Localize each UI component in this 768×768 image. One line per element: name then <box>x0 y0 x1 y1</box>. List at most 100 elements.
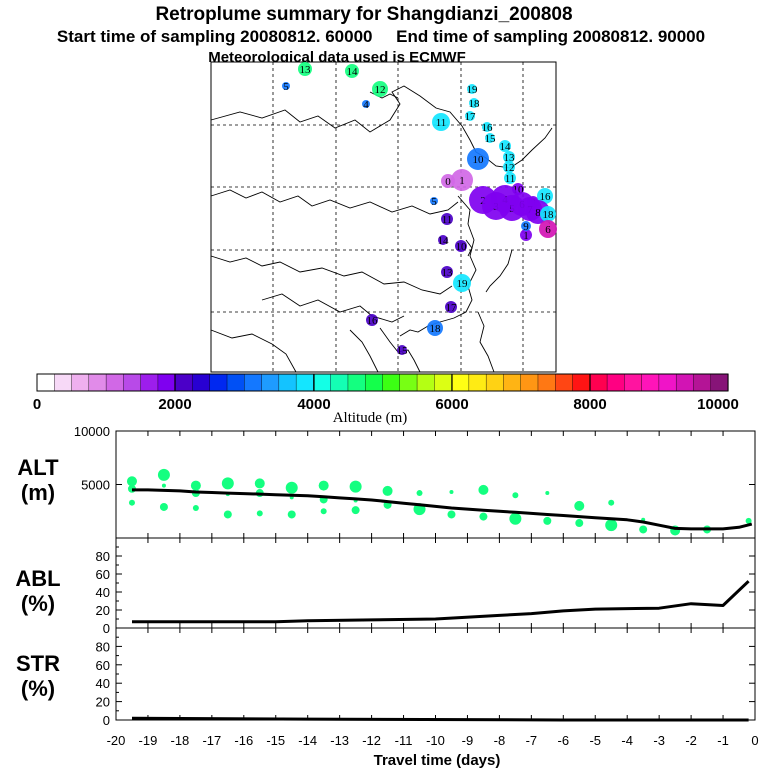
panel-abl: 0 20 40 60 80 <box>96 537 756 636</box>
map-marker <box>298 62 312 76</box>
str-panel-unit: (%) <box>21 676 55 701</box>
panel-frame <box>115 627 756 721</box>
colorbar-cells <box>36 373 729 392</box>
alt-panel-unit: (m) <box>21 480 55 505</box>
colorbar-cell <box>365 373 384 392</box>
map-marker-label: 1 <box>523 230 529 242</box>
y-tick-label: 80 <box>96 639 110 654</box>
map-marker-label: 16 <box>367 315 379 327</box>
map-marker-label: 10 <box>456 241 468 253</box>
x-tick-label: -7 <box>526 733 538 748</box>
alt-scatter-point <box>223 510 232 519</box>
colorbar-cell <box>278 373 297 392</box>
map-marker-label: 16 <box>482 122 494 134</box>
alt-scatter-point <box>126 476 137 487</box>
map-marker <box>432 113 450 131</box>
map-marker-label: 9 <box>523 221 529 233</box>
alt-scatter-point <box>190 480 201 491</box>
map-marker-label: 11 <box>505 173 516 185</box>
y-tick-label: 0 <box>103 621 110 636</box>
x-tick-label: -9 <box>462 733 474 748</box>
colorbar-cell <box>520 373 539 392</box>
y-tick-label: 60 <box>96 658 110 673</box>
y-tick-label: 20 <box>96 695 110 710</box>
alt-scatter-point <box>449 489 454 494</box>
colorbar-cell <box>710 373 729 392</box>
alt-series-line <box>132 488 753 531</box>
map-marker <box>520 229 532 241</box>
colorbar-tick-2000: 2000 <box>158 396 191 413</box>
alt-scatter-point <box>256 510 263 517</box>
map-marker <box>362 100 370 108</box>
colorbar-cell <box>416 373 435 392</box>
alt-scatter-point <box>382 485 393 496</box>
map-marker <box>467 84 477 94</box>
sampling-time-line: Start time of sampling 20080812. 60000 E… <box>57 27 705 46</box>
map-marker <box>485 133 495 143</box>
colorbar-tick-8000: 8000 <box>573 396 606 413</box>
alt-scatter-point <box>575 519 584 528</box>
colorbar-cell <box>88 373 107 392</box>
colorbar-cell <box>123 373 142 392</box>
colorbar-cell <box>71 373 90 392</box>
alt-scatter-point <box>639 525 648 534</box>
colorbar-cell <box>641 373 660 392</box>
x-tick-label: 0 <box>751 733 758 748</box>
colorbar-cell <box>537 373 556 392</box>
colorbar-cell <box>105 373 124 392</box>
alt-scatter-point <box>287 510 296 519</box>
map-marker <box>503 151 515 163</box>
panel-str: 0 20 40 60 80 <box>96 627 756 728</box>
colorbar-cell <box>382 373 401 392</box>
colorbar-cell <box>295 373 315 392</box>
colorbar-cell <box>555 373 574 392</box>
colorbar-cell <box>606 373 625 392</box>
alt-scatter-point <box>128 499 135 506</box>
alt-scatter-point <box>608 499 615 506</box>
map-marker-label: 13 <box>504 152 516 164</box>
alt-scatter-point <box>605 519 618 532</box>
map-marker-label: 17 <box>465 111 477 123</box>
altitude-colorbar: 0 2000 4000 6000 8000 10000 Altitude (m) <box>33 373 739 426</box>
x-tick-label: -15 <box>266 733 285 748</box>
x-tick-label: -14 <box>298 733 317 748</box>
map-marker-label: 10 <box>473 154 485 166</box>
colorbar-cell <box>313 373 332 392</box>
alt-scatter-point <box>159 502 168 511</box>
alt-scatter-point <box>285 481 298 494</box>
colorbar-cell <box>209 373 228 392</box>
y-tick-label: 5000 <box>81 478 110 493</box>
map-marker <box>504 172 516 184</box>
trajectory-map: 1314512419181711161514131012110110916523… <box>210 61 557 373</box>
str-panel-label: STR <box>16 651 60 676</box>
x-tick-label: -3 <box>653 733 665 748</box>
map-marker-label: 10 <box>513 184 525 196</box>
alt-scatter-point <box>318 480 329 491</box>
y-tick-label: 60 <box>96 567 110 582</box>
map-marker-label: 18 <box>430 323 442 335</box>
map-marker-label: 15 <box>485 133 497 145</box>
map-marker-label: 17 <box>446 302 458 314</box>
map-marker-label: 5 <box>283 81 289 93</box>
map-marker <box>539 220 557 238</box>
colorbar-cell <box>693 373 712 392</box>
colorbar-tick-10000: 10000 <box>697 396 739 413</box>
map-marker-label: 16 <box>540 191 552 203</box>
alt-scatter-point <box>221 477 234 490</box>
colorbar-axis-label: Altitude (m) <box>333 410 408 426</box>
colorbar-cell <box>192 373 211 392</box>
y-tick-label: 40 <box>96 585 110 600</box>
colorbar-cell <box>347 373 366 392</box>
map-marker <box>521 221 531 231</box>
colorbar-cell <box>174 373 194 392</box>
map-marker <box>366 314 378 326</box>
alt-panel-label: ALT <box>17 455 59 480</box>
colorbar-cell <box>140 373 159 392</box>
alt-scatter-point <box>416 490 423 497</box>
colorbar-cell <box>226 373 245 392</box>
map-marker-label: 13 <box>442 267 454 279</box>
alt-scatter-point <box>192 505 199 512</box>
map-marker-label: 11 <box>436 117 447 129</box>
abl-panel-label: ABL <box>15 566 60 591</box>
